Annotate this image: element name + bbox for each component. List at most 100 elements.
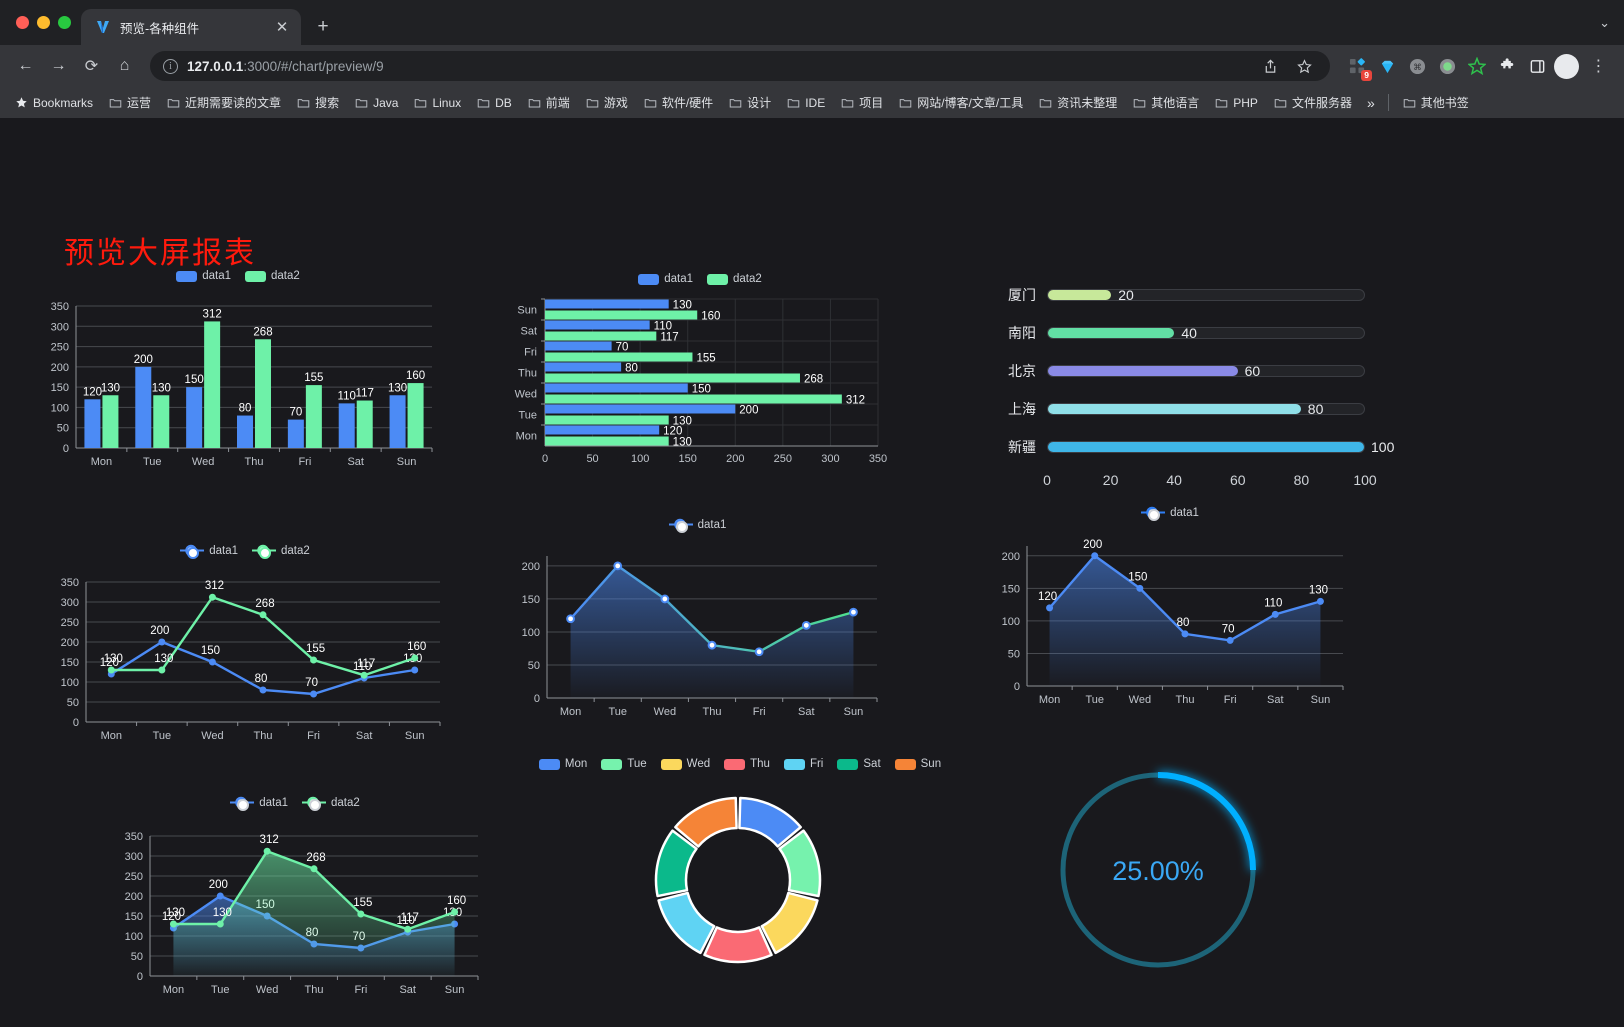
- bookmark-folder-13[interactable]: 资讯未整理: [1032, 90, 1124, 115]
- back-button[interactable]: ←: [17, 57, 34, 74]
- bar-Wed-data1[interactable]: [545, 383, 688, 393]
- bookmark-folder-8[interactable]: 软件/硬件: [637, 90, 720, 115]
- legend-item-fri[interactable]: Fri: [783, 758, 823, 770]
- bookmark-folder-9[interactable]: 设计: [722, 90, 778, 115]
- bar-Wed-data2[interactable]: [545, 394, 842, 404]
- data-point[interactable]: [411, 666, 419, 674]
- legend-item-data1[interactable]: data1: [180, 544, 238, 559]
- browser-menu-button[interactable]: ⋮: [1590, 58, 1607, 75]
- chevron-down-icon[interactable]: ⌄: [1599, 14, 1610, 30]
- donut-slice-thu[interactable]: [703, 926, 773, 964]
- legend-item-data1[interactable]: data1: [176, 270, 231, 282]
- legend-item-data2[interactable]: data2: [707, 273, 762, 285]
- legend-item-data1[interactable]: data1: [230, 796, 288, 811]
- extensions-grid-icon[interactable]: 9: [1344, 53, 1372, 81]
- progress-track[interactable]: 40: [1047, 325, 1365, 341]
- data-point[interactable]: [259, 686, 267, 694]
- legend-item-mon[interactable]: Mon: [538, 758, 587, 770]
- bookmark-folder-10[interactable]: IDE: [780, 92, 832, 114]
- bar-Tue-data1[interactable]: [545, 404, 736, 414]
- progress-track[interactable]: 20: [1047, 287, 1365, 303]
- avatar[interactable]: 😀: [1554, 53, 1579, 79]
- bar-Wed-data2[interactable]: [204, 321, 221, 448]
- reload-button[interactable]: ⟳: [84, 58, 99, 75]
- donut-slice-sat[interactable]: [654, 829, 698, 898]
- data-point[interactable]: [1091, 552, 1099, 560]
- bar-Sun-data2[interactable]: [407, 383, 424, 448]
- legend-item-data2[interactable]: data2: [252, 544, 310, 559]
- bookmark-folder-2[interactable]: 搜索: [290, 90, 346, 115]
- legend-item-data1[interactable]: data1: [638, 273, 693, 285]
- bar-Fri-data2[interactable]: [305, 385, 322, 448]
- data-point[interactable]: [801, 620, 811, 630]
- legend-item-wed[interactable]: Wed: [660, 758, 710, 770]
- bookmarks-manager-item[interactable]: Bookmarks: [8, 92, 100, 114]
- data-point[interactable]: [1046, 604, 1054, 612]
- data-point[interactable]: [360, 671, 368, 679]
- data-point[interactable]: [1271, 610, 1279, 618]
- progress-track[interactable]: 60: [1047, 363, 1365, 379]
- legend-item-sun[interactable]: Sun: [894, 758, 941, 770]
- bar-Thu-data1[interactable]: [237, 415, 253, 448]
- bookmark-folder-12[interactable]: 网站/博客/文章/工具: [892, 90, 1030, 115]
- bookmark-folder-16[interactable]: 文件服务器: [1267, 90, 1359, 115]
- bar-Tue-data2[interactable]: [545, 415, 669, 425]
- data-point[interactable]: [357, 910, 365, 918]
- data-point[interactable]: [566, 614, 575, 624]
- bookmark-folder-3[interactable]: Java: [348, 92, 405, 114]
- bookmark-folder-0[interactable]: 运营: [102, 90, 158, 115]
- sidepanel-icon[interactable]: [1524, 53, 1550, 79]
- bookmark-folder-4[interactable]: Linux: [407, 92, 468, 114]
- data-point[interactable]: [107, 666, 115, 674]
- data-point[interactable]: [263, 847, 271, 855]
- data-point[interactable]: [310, 656, 318, 664]
- bar-Sat-data1[interactable]: [545, 320, 650, 330]
- bar-Mon-data2[interactable]: [102, 395, 119, 448]
- address-bar[interactable]: i 127.0.0.1:3000/#/chart/preview/9: [150, 51, 1330, 81]
- command-circle-icon[interactable]: ⌘: [1404, 53, 1430, 79]
- star-outline-green-icon[interactable]: [1464, 53, 1490, 79]
- legend-item-data1[interactable]: data1: [1141, 506, 1199, 521]
- data-point[interactable]: [158, 638, 166, 646]
- data-point[interactable]: [411, 654, 419, 662]
- forward-button[interactable]: →: [50, 57, 67, 74]
- site-info-icon[interactable]: i: [163, 58, 178, 74]
- bookmark-folder-7[interactable]: 游戏: [579, 90, 635, 115]
- diamond-icon[interactable]: [1374, 53, 1400, 79]
- bar-Sat-data2[interactable]: [356, 400, 373, 448]
- bar-Sun-data1[interactable]: [545, 299, 669, 309]
- green-circle-icon[interactable]: [1434, 53, 1460, 79]
- bar-Tue-data2[interactable]: [153, 395, 170, 448]
- data-point[interactable]: [613, 561, 623, 571]
- other-bookmarks-item[interactable]: 其他书签: [1396, 90, 1476, 115]
- data-point[interactable]: [310, 690, 318, 698]
- bar-Tue-data1[interactable]: [135, 366, 152, 448]
- data-point[interactable]: [169, 920, 177, 928]
- bar-Fri-data1[interactable]: [545, 341, 612, 351]
- data-point[interactable]: [849, 607, 858, 617]
- data-point[interactable]: [259, 611, 267, 619]
- data-point[interactable]: [1226, 636, 1234, 644]
- bar-Mon-data2[interactable]: [545, 436, 669, 446]
- bar-Sun-data2[interactable]: [545, 310, 698, 320]
- bookmark-star-icon[interactable]: [1289, 51, 1320, 82]
- bar-Sat-data1[interactable]: [338, 403, 355, 448]
- legend-item-data1[interactable]: data1: [668, 518, 726, 533]
- browser-tab[interactable]: 预览-各种组件 ✕: [81, 9, 301, 45]
- data-point[interactable]: [208, 593, 216, 601]
- data-point[interactable]: [310, 865, 318, 873]
- progress-track[interactable]: 100: [1047, 439, 1394, 455]
- bar-Mon-data1[interactable]: [84, 399, 101, 448]
- close-tab-button[interactable]: ✕: [275, 18, 289, 36]
- bar-Fri-data1[interactable]: [287, 419, 304, 448]
- bar-Fri-data2[interactable]: [545, 352, 693, 362]
- data-point[interactable]: [404, 925, 412, 933]
- new-tab-button[interactable]: +: [317, 16, 329, 37]
- data-point[interactable]: [451, 908, 459, 916]
- bar-Thu-data1[interactable]: [545, 362, 622, 372]
- donut-slice-wed[interactable]: [760, 891, 819, 955]
- home-button[interactable]: ⌂: [119, 57, 130, 74]
- legend-item-thu[interactable]: Thu: [724, 758, 770, 770]
- bookmark-folder-14[interactable]: 其他语言: [1126, 90, 1206, 115]
- data-point[interactable]: [208, 658, 216, 666]
